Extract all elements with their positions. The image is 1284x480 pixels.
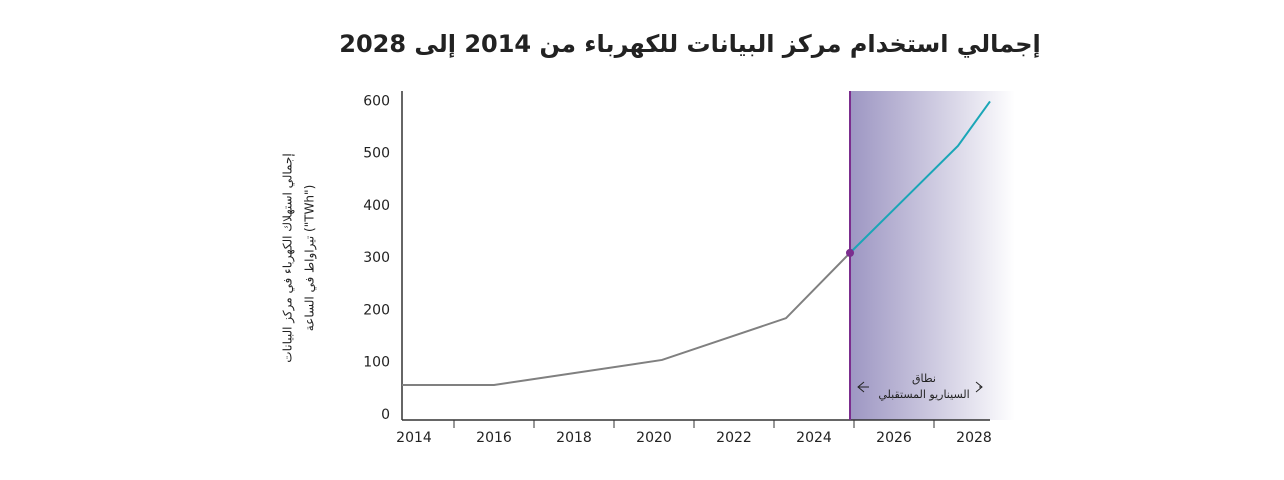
x-tick-label: 2020 (636, 430, 672, 446)
chart-title: إجمالي استخدام مركز البيانات للكهرباء من… (339, 30, 1040, 58)
projection-point (846, 248, 854, 257)
arrow (975, 381, 983, 393)
data-line (402, 252, 851, 387)
y-tick-label: 300 (363, 250, 390, 266)
x-tick-label: 2014 (396, 430, 432, 446)
y-tick-label: 500 (363, 146, 390, 162)
annotation: السيناريو المستقبلي (878, 388, 969, 401)
x-tick-label: 2024 (796, 430, 832, 446)
y-tick-label: 200 (363, 302, 390, 318)
projection-band (850, 91, 1015, 420)
x-tick-label: 2018 (556, 430, 592, 446)
data-line (849, 100, 991, 254)
y-tick-label: 600 (363, 93, 390, 109)
y-tick-label: 100 (363, 355, 390, 371)
x-tick-label: 2028 (956, 430, 992, 446)
annotation: نطاق (912, 372, 936, 385)
y-tick-label: 0 (381, 407, 390, 423)
x-tick-label: 2016 (476, 430, 512, 446)
arrow (857, 381, 869, 393)
y-axis-label: إجمالي استهلاك الكهرباء في مركز البيانات (281, 153, 296, 362)
x-tick-label: 2022 (716, 430, 752, 446)
y-axis-label: ("TWh") تيراواط في الساعة (303, 185, 318, 332)
y-tick-label: 400 (363, 198, 390, 214)
x-tick-label: 2026 (876, 430, 912, 446)
